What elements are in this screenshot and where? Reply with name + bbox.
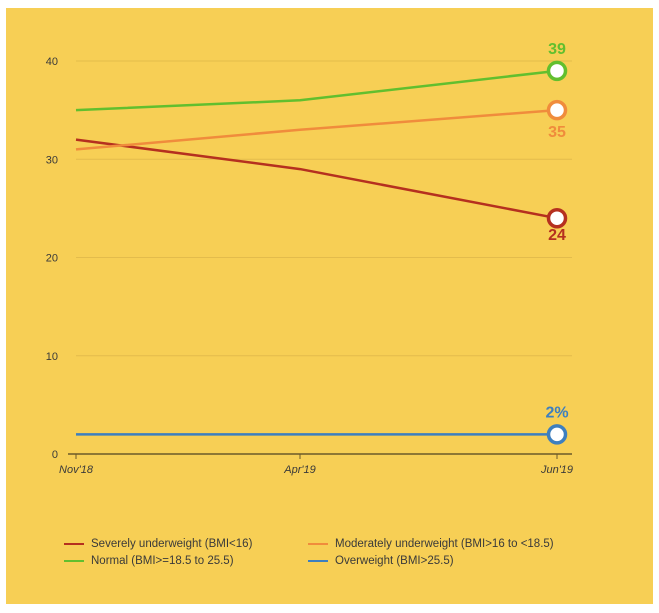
series-line-moderately-underweight — [75, 108, 558, 151]
legend: Severely underweight (BMI<16) Moderately… — [64, 538, 624, 567]
data-label-moderately-underweight: 35 — [548, 124, 566, 141]
series-line-severely-underweight — [75, 138, 558, 220]
y-tick-label-40: 40 — [46, 56, 58, 68]
legend-swatch-severely-underweight — [64, 543, 84, 545]
data-label-severely-underweight: 24 — [548, 227, 566, 244]
y-tick-label-0: 0 — [52, 449, 58, 461]
legend-swatch-overweight — [308, 560, 328, 562]
legend-label-moderately-underweight: Moderately underweight (BMI>16 to <18.5) — [335, 538, 554, 550]
legend-item-overweight: Overweight (BMI>25.5) — [308, 555, 608, 567]
legend-item-severely-underweight: Severely underweight (BMI<16) — [64, 538, 308, 550]
legend-label-severely-underweight: Severely underweight (BMI<16) — [91, 538, 253, 550]
y-tick-label-20: 20 — [46, 253, 58, 265]
x-tick-label-1: Apr'19 — [283, 464, 315, 476]
end-marker-severely-underweight — [546, 207, 568, 229]
data-label-normal: 39 — [548, 41, 566, 58]
legend-item-normal: Normal (BMI>=18.5 to 25.5) — [64, 555, 308, 567]
legend-swatch-normal — [64, 560, 84, 562]
end-marker-moderately-underweight — [546, 99, 568, 121]
y-tick-label-10: 10 — [46, 351, 58, 363]
x-tick-label-0: Nov'18 — [59, 464, 94, 476]
legend-label-normal: Normal (BMI>=18.5 to 25.5) — [91, 555, 234, 567]
x-tick-label-2: Jun'19 — [540, 464, 573, 476]
series-line-normal — [75, 69, 558, 112]
line-chart: 0 10 20 30 40 Nov'18 Apr'19 Jun'19 24 35 39 2% — [46, 41, 573, 476]
end-marker-normal — [546, 60, 568, 82]
legend-item-moderately-underweight: Moderately underweight (BMI>16 to <18.5) — [308, 538, 608, 550]
legend-swatch-moderately-underweight — [308, 543, 328, 545]
chart-panel: 0 10 20 30 40 Nov'18 Apr'19 Jun'19 24 35 39 2% Seve… — [6, 8, 653, 604]
y-tick-label-30: 30 — [46, 154, 58, 166]
end-marker-overweight — [546, 424, 568, 445]
legend-label-overweight: Overweight (BMI>25.5) — [335, 555, 454, 567]
data-label-overweight: 2% — [545, 404, 568, 421]
